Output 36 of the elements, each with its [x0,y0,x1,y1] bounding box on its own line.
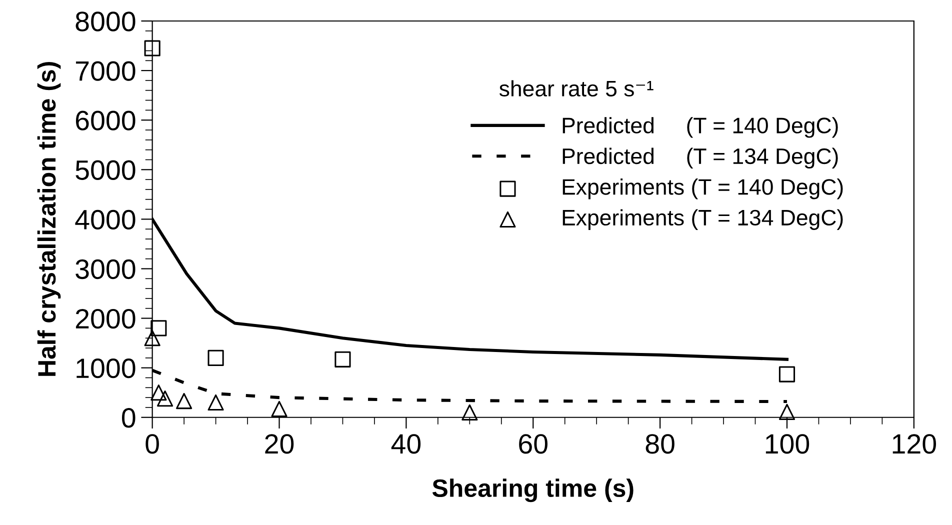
x-tick-label: 20 [265,434,294,454]
point [150,320,167,336]
y-tick-label: 5000 [76,160,136,180]
x-tick-label: 80 [646,434,674,454]
legend-label: Experiments (T = 134 DegC) [562,209,843,230]
annotation: shear rate 5 s⁻¹ [499,80,654,97]
x-tick-label: 60 [519,434,548,454]
y-tick-label: 3000 [76,259,136,280]
legend-label: Predicted (T = 140 DegC) [562,117,838,138]
point [208,394,224,411]
point [271,400,288,417]
y-axis-title: Half crystallization time (s) [37,62,61,376]
point [156,390,174,407]
point [144,40,160,56]
point [176,392,192,410]
legend-label: Experiments (T = 140 DegC) [562,178,843,200]
point [150,384,167,401]
y-tick-label: 0 [122,408,136,428]
point [334,351,351,368]
point [208,350,224,366]
point [462,404,478,420]
point [778,404,796,420]
x-tick-label: 120 [892,434,936,454]
y-tick-label: 6000 [76,110,136,130]
x-tick-label: 40 [391,434,421,454]
y-tick-label: 7000 [76,61,136,81]
x-tick-label: 0 [146,434,159,454]
y-tick-label: 4000 [75,210,136,230]
point [778,366,796,382]
y-tick-label: 2000 [76,308,136,329]
x-axis-title: Shearing time (s) [432,478,634,502]
point [144,330,160,346]
legend-label: Predicted (T = 134 DegC) [562,148,838,169]
x-tick-label: 100 [766,434,810,454]
y-tick-label: 8000 [76,12,136,32]
y-tick-label: 1000 [76,358,136,378]
